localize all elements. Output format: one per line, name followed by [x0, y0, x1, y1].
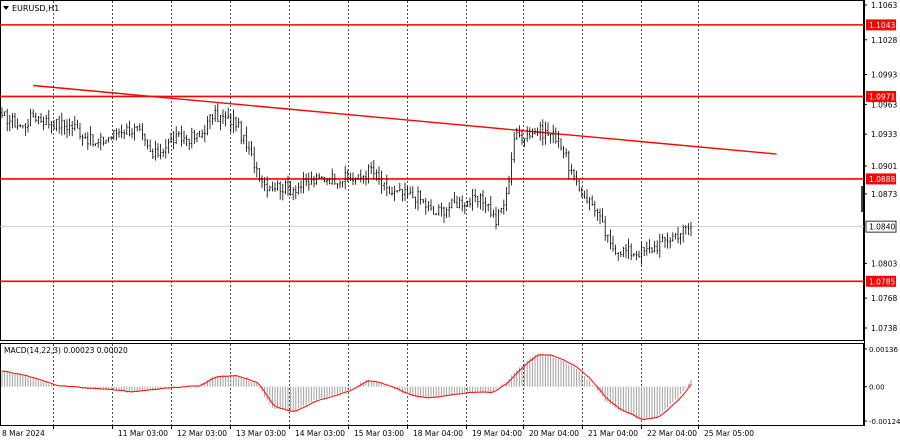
- time-tick-label: 11 Mar 03:00: [118, 429, 168, 438]
- time-tick-label: 25 Mar 05:00: [704, 429, 754, 438]
- time-tick-label: 21 Mar 04:00: [588, 429, 638, 438]
- price-tick-label: 1.1063: [871, 1, 897, 10]
- symbol-dropdown-icon[interactable]: [3, 6, 9, 10]
- macd-pane-frame: [0, 343, 864, 426]
- macd-indicator-label: MACD(14,22,3) 0.00023 0.00020: [4, 346, 128, 355]
- price-tick-label: 1.0768: [871, 294, 897, 303]
- level-price-tag[interactable]: [866, 90, 896, 102]
- price-tick-label: 1.0873: [871, 190, 897, 199]
- price-tick-label: 1.0901: [871, 162, 897, 171]
- horizontal-levels[interactable]: [0, 24, 864, 283]
- time-tick-label: 13 Mar 03:00: [236, 429, 286, 438]
- time-tick-label: 12 Mar 03:00: [177, 429, 227, 438]
- price-tick-label: 1.1028: [871, 36, 897, 45]
- price-tick-label: 1.0738: [871, 324, 897, 333]
- level-price-tag[interactable]: [866, 19, 896, 31]
- level-price-tag-label: 1.0785: [869, 277, 895, 286]
- downtrend-line[interactable]: [33, 84, 777, 155]
- time-tick-label: 19 Mar 04:00: [472, 429, 522, 438]
- time-tick-label: 20 Mar 04:00: [529, 429, 579, 438]
- macd-histogram: [1, 353, 692, 421]
- macd-tick-label: 0.00: [869, 384, 885, 392]
- price-tick-label: 1.0963: [871, 100, 897, 109]
- price-tick-label: 1.0933: [871, 130, 897, 139]
- time-tick-label: 8 Mar 2024: [2, 429, 45, 438]
- level-price-tag[interactable]: [866, 173, 896, 185]
- symbol-label: EURUSD,H1: [12, 4, 59, 13]
- price-axis: 1.1063 1.1028 1.0993 1.0963 1.0933 1.0901 1.08…: [864, 1, 900, 426]
- level-price-tag-label: 1.1043: [869, 21, 895, 30]
- price-tick-label: 1.0803: [871, 259, 897, 268]
- macd-signal-line: [1, 354, 692, 421]
- time-axis: 8 Mar 2024 11 Mar 03:00 12 Mar 03:00 13 Mar…: [2, 425, 754, 438]
- time-tick-label: 14 Mar 03:00: [295, 429, 345, 438]
- time-tick-label: 18 Mar 04:00: [413, 429, 463, 438]
- level-price-tag-label: 1.0971: [869, 92, 895, 101]
- current-price-tag: [865, 220, 897, 233]
- time-tick-label: 15 Mar 03:00: [354, 429, 404, 438]
- vertical-grid: [53, 1, 699, 425]
- price-pane-frame: [0, 0, 864, 341]
- price-tick-label: 1.0993: [871, 71, 897, 80]
- level-price-tag-label: 1.0888: [869, 175, 895, 184]
- macd-tick-label: -0.00124: [869, 418, 900, 426]
- time-tick-label: 22 Mar 04:00: [647, 429, 697, 438]
- current-price-tag-label: 1.0840: [869, 223, 895, 232]
- signal-line: [1, 354, 692, 421]
- candlestick-series: [1, 103, 863, 265]
- level-price-tag[interactable]: [866, 275, 896, 287]
- macd-tick-label: 0.00136: [869, 346, 898, 354]
